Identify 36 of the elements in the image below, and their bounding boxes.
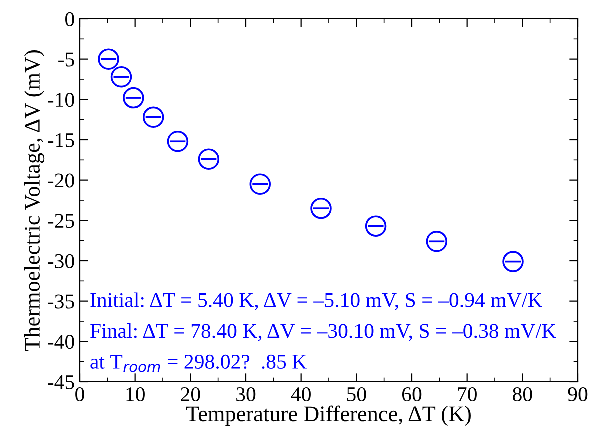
y-tick-label: 0	[66, 12, 74, 26]
x-tick-label: 30	[236, 387, 256, 402]
point	[365, 216, 387, 237]
annotation: Final: ΔT = 78.40 K, ΔV = –30.10 mV, S = –0.38 mV/K	[90, 324, 556, 342]
annotation: Initial: ΔT = 5.40 K, ΔV = –5.10 mV, S = –0.94 mV/K	[90, 292, 542, 310]
point	[426, 231, 448, 252]
x-tick-label: 60	[402, 387, 422, 402]
point	[110, 66, 132, 88]
point	[310, 198, 332, 220]
y-tick-label: -30	[48, 254, 74, 268]
y-tick-label: -15	[48, 133, 74, 148]
y-tick-label: -35	[48, 294, 74, 309]
y-tick-label: -40	[48, 335, 74, 350]
x-tick-label: 0	[76, 387, 84, 402]
x-tick-label: 80	[513, 387, 532, 402]
x-axis-title: Temperature Difference, ΔT (K)	[186, 406, 471, 426]
point	[167, 130, 189, 152]
y-tick-label: -25	[48, 214, 74, 228]
y-tick-label: -5	[58, 52, 74, 67]
x-tick-label: 10	[126, 387, 145, 402]
y-tick-label: -20	[48, 174, 74, 188]
y-axis-title: Thermoelectric Voltage, ΔV (mV)	[24, 50, 45, 352]
y-tick-label: -45	[48, 376, 74, 390]
annotation: at T$_{room}$ = 298.02? .85 K	[90, 354, 307, 372]
point	[250, 174, 272, 195]
x-tick-label: 70	[458, 387, 477, 402]
x-tick-label: 40	[291, 387, 311, 402]
point	[502, 251, 524, 272]
point	[198, 148, 220, 170]
point	[98, 48, 120, 70]
point	[142, 106, 164, 128]
x-tick-label: 50	[347, 387, 366, 402]
point	[123, 87, 144, 109]
y-tick-label: -10	[48, 93, 74, 108]
x-tick-label: 90	[568, 387, 588, 402]
x-tick-label: 20	[181, 387, 200, 402]
